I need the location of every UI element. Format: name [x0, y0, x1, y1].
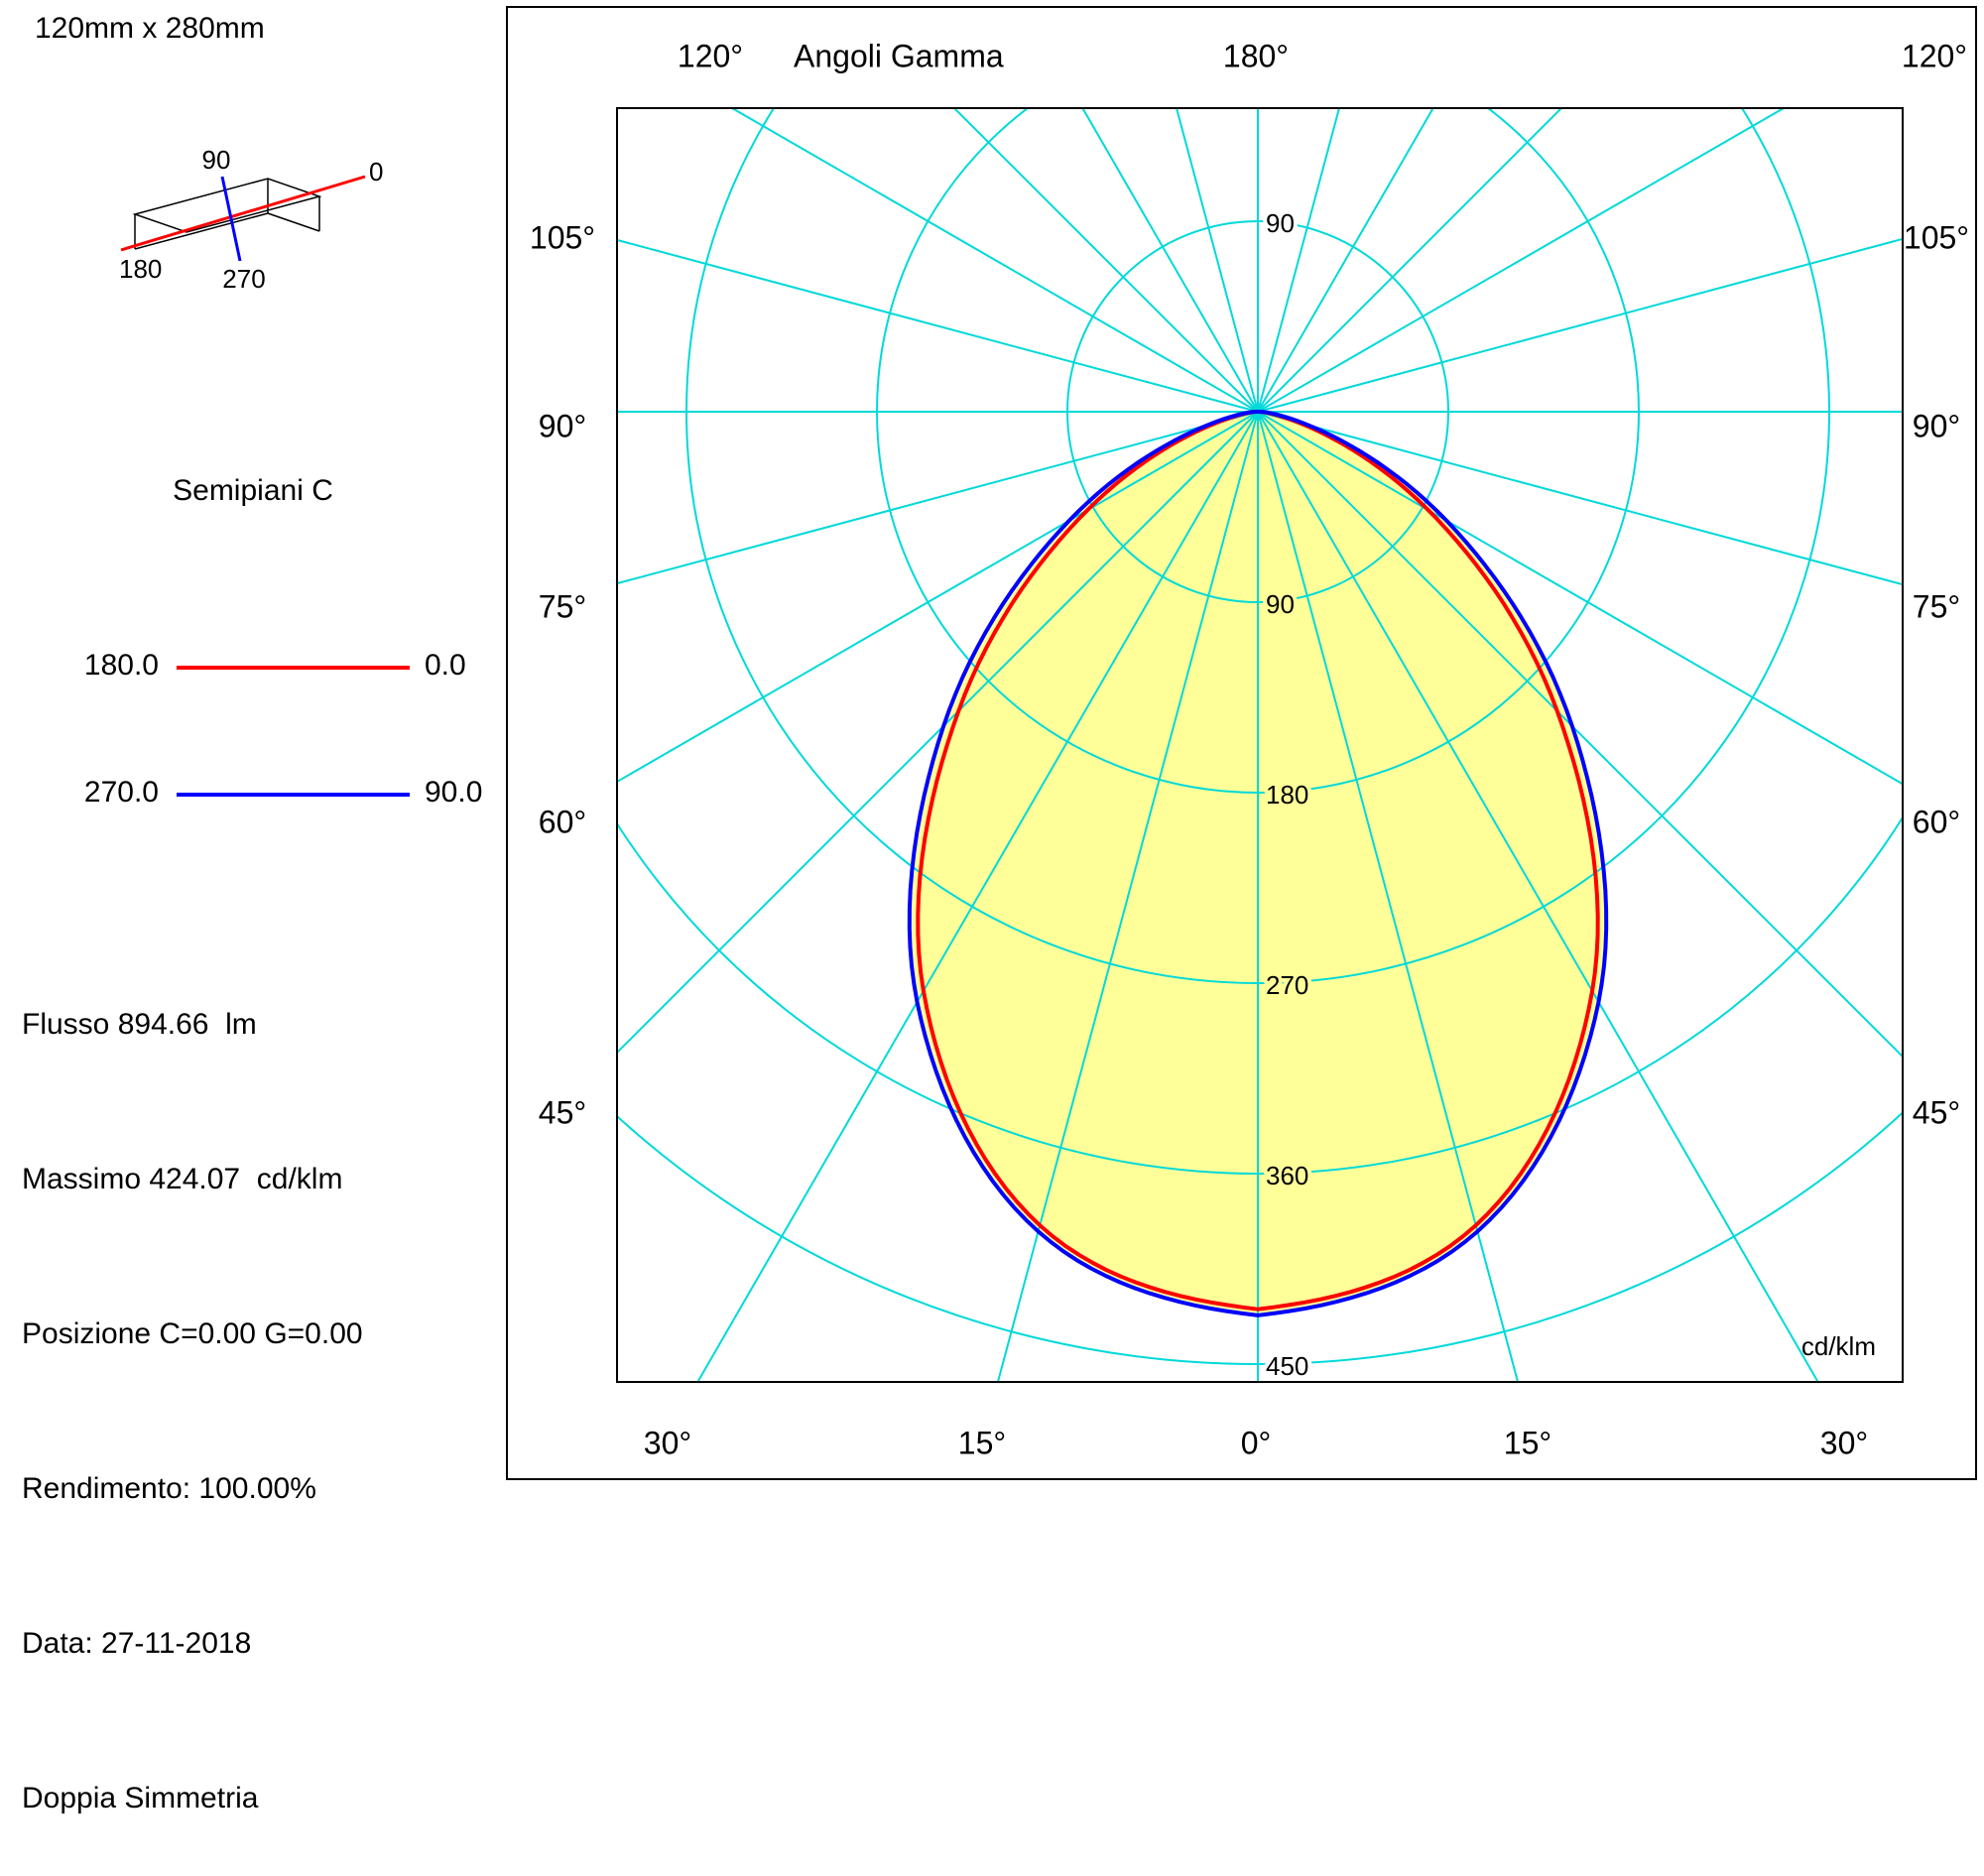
- sketch-label-270: 270: [222, 264, 265, 294]
- gamma-label-left-105: 105°: [529, 219, 596, 256]
- gamma-label-bottom-left-15: 15°: [957, 1425, 1007, 1461]
- ring-value-label: 360: [1266, 1161, 1308, 1190]
- grid-spoke: [1176, 109, 1259, 413]
- gamma-label-right-90: 90°: [1912, 408, 1961, 444]
- grid-ring: [685, 109, 1830, 984]
- grid-spoke: [1257, 109, 1434, 413]
- grid-spoke: [953, 109, 1259, 413]
- curve-c90-c270: [907, 410, 1609, 1317]
- info-simmetria: Doppia Simmetria: [22, 1782, 259, 1814]
- sketch-label-0: 0: [369, 157, 383, 187]
- unit-label: cd/klm: [1801, 1331, 1876, 1361]
- legend-line-red: [177, 666, 410, 670]
- grid-spoke: [1257, 411, 1902, 585]
- ring-value-label: 90: [1266, 208, 1295, 238]
- page: { "sidebar": { "size_label": "120mm x 28…: [22, 6, 1977, 1814]
- gamma-label-top-left-120: 120°: [677, 38, 744, 74]
- gamma-label-left-45: 45°: [538, 1094, 587, 1131]
- luminaire-sketch: 90 0 180 270: [119, 147, 383, 294]
- grid-spoke: [1257, 411, 1902, 1058]
- info-massimo: Massimo 424.07 cd/klm: [22, 1163, 343, 1195]
- grid-ring: [618, 816, 1902, 1175]
- plot-frame: 90 90 180 270 360 450 cd/klm: [616, 107, 1904, 1383]
- grid-spoke: [1081, 109, 1259, 413]
- chart-title: Angoli Gamma: [794, 38, 1004, 74]
- grid-spoke: [696, 411, 1259, 1381]
- legend-row-c180-c0: 180.0 0.0: [60, 649, 486, 688]
- grid-spoke: [1257, 109, 1785, 413]
- gamma-label-right-105: 105°: [1903, 219, 1970, 256]
- grid-spoke: [618, 239, 1259, 413]
- legend-label-270: 270.0: [83, 776, 159, 809]
- fixture-size-label: 120mm x 280mm: [35, 12, 265, 45]
- ring-value-label: 90: [1266, 589, 1295, 619]
- grid-spoke: [1257, 411, 1819, 1381]
- ring-value-label: 450: [1266, 1351, 1308, 1381]
- gamma-label-bottom-right-30: 30°: [1819, 1425, 1869, 1461]
- ring-value-label: 180: [1266, 780, 1308, 810]
- grid-ring: [876, 109, 1640, 794]
- photometric-info-block: Flusso 894.66 lm Massimo 424.07 cd/klm P…: [22, 896, 363, 1876]
- sketch-label-90: 90: [202, 147, 231, 175]
- grid-spoke: [997, 411, 1259, 1381]
- gamma-label-right-75: 75°: [1912, 588, 1961, 625]
- grid-spoke: [618, 411, 1259, 1054]
- gamma-label-left-75: 75°: [538, 588, 587, 625]
- sketch-label-180: 180: [119, 254, 162, 284]
- gamma-label-left-90: 90°: [538, 408, 587, 444]
- grid-ring: [1066, 220, 1449, 603]
- polar-chart: 120° Angoli Gamma 180° 120° 105° 90° 75°…: [506, 6, 1977, 1480]
- gamma-label-top-180: 180°: [1222, 38, 1290, 74]
- c0-c180-axis-line: [120, 175, 366, 252]
- grid-spoke: [731, 109, 1259, 413]
- c90-c270-axis-line: [220, 176, 242, 262]
- legend-label-90: 90.0: [425, 776, 483, 809]
- legend-row-c270-c90: 270.0 90.0: [60, 776, 486, 815]
- grid-spoke: [1257, 109, 1340, 413]
- gamma-label-right-60: 60°: [1912, 804, 1961, 840]
- grid-spoke: [1257, 411, 1519, 1381]
- grid-spoke: [1257, 238, 1902, 413]
- curve-c0-c180: [916, 410, 1600, 1312]
- legend-line-blue: [177, 793, 410, 797]
- gamma-label-left-60: 60°: [538, 804, 587, 840]
- gamma-label-bottom-0: 0°: [1240, 1425, 1272, 1461]
- legend-label-0: 0.0: [425, 649, 466, 682]
- gamma-label-top-right-120: 120°: [1901, 38, 1968, 74]
- legend-label-180: 180.0: [83, 649, 159, 682]
- polar-plot-svg: 90 90 180 270 360 450 cd/klm: [618, 109, 1902, 1381]
- grid-ring: [618, 1111, 1902, 1365]
- info-rendimento: Rendimento: 100.00%: [22, 1472, 316, 1505]
- grid-spoke: [1257, 411, 1902, 785]
- luminaire-box-wireframe: [132, 178, 322, 250]
- gamma-label-right-45: 45°: [1912, 1094, 1961, 1131]
- info-flusso: Flusso 894.66 lm: [22, 1008, 257, 1041]
- grid-spoke: [1257, 109, 1562, 413]
- gamma-label-bottom-left-30: 30°: [643, 1425, 692, 1461]
- ring-value-label: 270: [1266, 970, 1308, 1000]
- grid-spoke: [618, 411, 1259, 584]
- gamma-label-bottom-right-15: 15°: [1503, 1425, 1552, 1461]
- semipiani-c-label: Semipiani C: [173, 474, 333, 507]
- info-posizione: Posizione C=0.00 G=0.00: [22, 1317, 363, 1350]
- grid-spoke: [618, 411, 1259, 783]
- info-data: Data: 27-11-2018: [22, 1627, 252, 1660]
